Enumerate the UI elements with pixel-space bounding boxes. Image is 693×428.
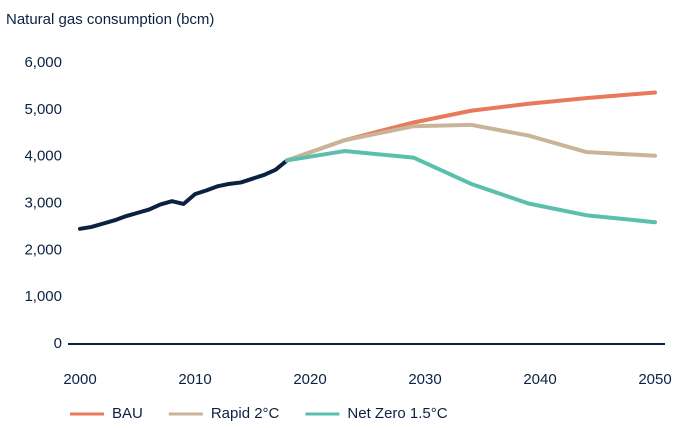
y-tick-label: 1,000 (24, 288, 62, 305)
y-tick-label: 3,000 (24, 194, 62, 211)
legend-label: BAU (112, 405, 143, 422)
y-tick-label: 0 (54, 335, 62, 352)
x-tick-label: 2050 (638, 371, 671, 388)
legend-label: Net Zero 1.5°C (347, 405, 447, 422)
x-tick-label: 2000 (63, 371, 96, 388)
x-tick-label: 2040 (523, 371, 556, 388)
y-tick-label: 6,000 (24, 54, 62, 71)
x-tick-label: 2020 (293, 371, 326, 388)
legend-label: Rapid 2°C (211, 405, 280, 422)
y-tick-label: 4,000 (24, 148, 62, 165)
series-line (285, 122, 657, 163)
x-tick-label: 2030 (408, 371, 441, 388)
y-tick-label: 2,000 (24, 241, 62, 258)
x-tick-label: 2010 (178, 371, 211, 388)
series-line (78, 158, 289, 231)
chart-title: Natural gas consumption (bcm) (6, 11, 214, 28)
y-tick-label: 5,000 (24, 101, 62, 118)
series-line (285, 149, 657, 225)
